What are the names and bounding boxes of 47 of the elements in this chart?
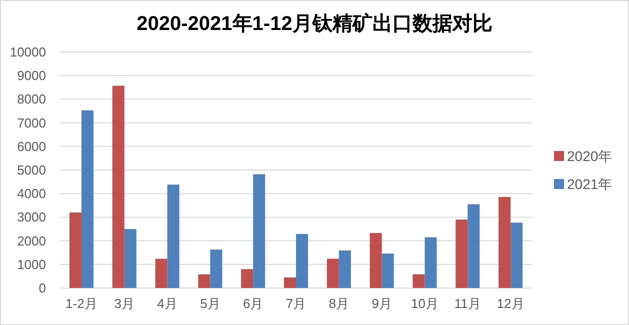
bar <box>81 110 94 288</box>
y-tick-label: 2000 <box>17 233 46 248</box>
bar <box>69 212 82 288</box>
x-tick-label: 5月 <box>200 296 220 311</box>
x-tick-label: 11月 <box>454 296 481 311</box>
x-tick-label: 4月 <box>157 296 178 311</box>
bar <box>167 184 180 288</box>
bar <box>241 269 254 288</box>
x-tick-label: 12月 <box>496 296 524 311</box>
bar <box>155 258 168 288</box>
y-tick-label: 6000 <box>17 138 46 154</box>
y-tick-label: 3000 <box>17 210 46 225</box>
bar <box>510 222 523 288</box>
y-tick-label: 8000 <box>17 92 46 107</box>
bar <box>284 277 296 288</box>
y-tick-label: 1000 <box>17 256 46 272</box>
bar <box>456 220 468 288</box>
bar <box>498 196 511 288</box>
chart-title: 2020-2021年1-12月钛精矿出口数据对比 <box>136 12 492 35</box>
x-tick-label: 10月 <box>410 296 438 311</box>
x-tick-label: 1-2月 <box>66 296 98 311</box>
bar <box>338 250 351 288</box>
bar <box>112 86 124 288</box>
x-tick-label: 3月 <box>114 296 134 311</box>
bar <box>424 237 437 288</box>
y-tick-label: 10000 <box>10 44 46 60</box>
bar <box>326 258 339 288</box>
y-tick-label: 0 <box>38 280 46 296</box>
bar <box>198 274 210 288</box>
bar <box>412 274 425 288</box>
bar <box>382 254 394 288</box>
x-tick-label: 7月 <box>286 296 306 311</box>
bar <box>468 204 480 288</box>
y-tick-label: 5000 <box>17 162 46 178</box>
y-tick-label: 7000 <box>17 115 46 130</box>
y-tick-label: 9000 <box>17 68 46 84</box>
bar <box>210 250 222 288</box>
x-tick-label: 8月 <box>328 296 350 311</box>
bar <box>296 234 308 288</box>
y-tick-label: 4000 <box>17 186 46 202</box>
bar <box>253 174 266 288</box>
bar <box>370 233 382 288</box>
x-tick-label: 9月 <box>372 296 392 311</box>
bar <box>124 229 136 288</box>
legend-label: 2021年 <box>567 176 612 192</box>
legend-label: 2020年 <box>567 148 612 164</box>
x-tick-label: 6月 <box>242 296 264 311</box>
